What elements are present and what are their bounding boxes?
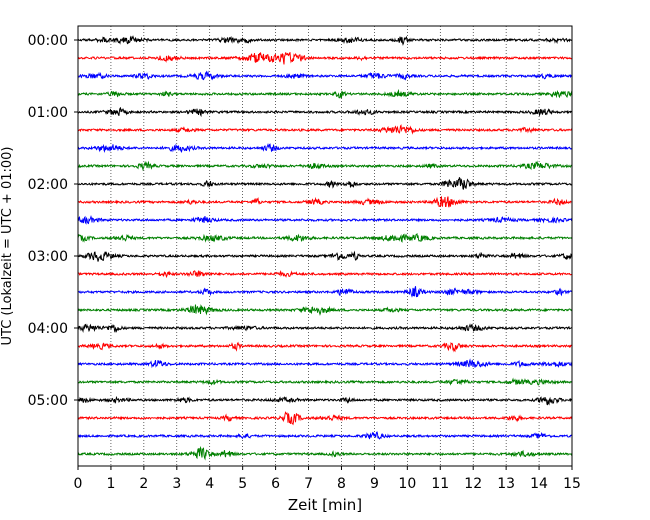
x-tick-label: 14	[530, 476, 548, 492]
trace-line	[77, 70, 573, 81]
trace-line	[77, 106, 573, 118]
x-tick-label: 1	[106, 476, 115, 492]
x-tick-label: 3	[172, 476, 181, 492]
trace-line	[77, 341, 573, 353]
grid-lines	[110, 26, 540, 466]
x-tick-label: 15	[563, 476, 581, 492]
y-tick-label: 01:00	[28, 105, 68, 121]
x-axis-title: Zeit [min]	[288, 496, 362, 514]
x-axis-ticks: 0 1 2 3 4 5 6 7 8 9 10 11 12 13 14 15	[74, 466, 581, 492]
trace-line	[77, 250, 573, 262]
trace-line	[77, 304, 573, 316]
trace-line	[77, 445, 573, 461]
x-tick-label: 13	[497, 476, 515, 492]
trace-line	[77, 160, 573, 172]
y-tick-label: 05:00	[28, 393, 68, 409]
y-tick-label: 04:00	[28, 321, 68, 337]
plot-frame	[77, 25, 573, 467]
x-tick-label: 12	[464, 476, 482, 492]
seismic-traces	[77, 35, 573, 461]
trace-line	[77, 35, 573, 46]
trace-line	[77, 52, 573, 65]
x-tick-label: 6	[271, 476, 280, 492]
y-tick-label: 03:00	[28, 249, 68, 265]
x-tick-label: 10	[398, 476, 416, 492]
x-tick-label: 5	[238, 476, 247, 492]
trace-line	[77, 377, 573, 386]
trace-line	[77, 232, 573, 243]
trace-line	[77, 142, 573, 154]
x-tick-label: 8	[337, 476, 346, 492]
x-tick-label: 7	[304, 476, 313, 492]
plot-background	[78, 26, 572, 466]
y-tick-label: 00:00	[28, 33, 68, 49]
y-tick-label: 02:00	[28, 177, 68, 193]
trace-line	[77, 411, 573, 426]
trace-line	[77, 88, 573, 99]
x-tick-label: 11	[431, 476, 449, 492]
trace-line	[77, 269, 573, 279]
trace-line	[77, 395, 573, 406]
y-axis-ticks: 00:00 01:00 02:00 03:00 04:00 05:00	[28, 33, 78, 409]
trace-line	[77, 177, 573, 190]
x-tick-label: 0	[74, 476, 83, 492]
trace-line	[77, 358, 573, 369]
x-tick-label: 4	[205, 476, 214, 492]
x-tick-label: 9	[370, 476, 379, 492]
y-axis-title: UTC (Lokalzeit = UTC + 01:00)	[0, 147, 15, 346]
x-tick-label: 2	[139, 476, 148, 492]
trace-line	[77, 195, 573, 208]
trace-line	[77, 323, 573, 333]
trace-line	[77, 286, 573, 298]
trace-line	[77, 124, 573, 135]
trace-line	[77, 431, 573, 440]
trace-line	[77, 215, 573, 225]
